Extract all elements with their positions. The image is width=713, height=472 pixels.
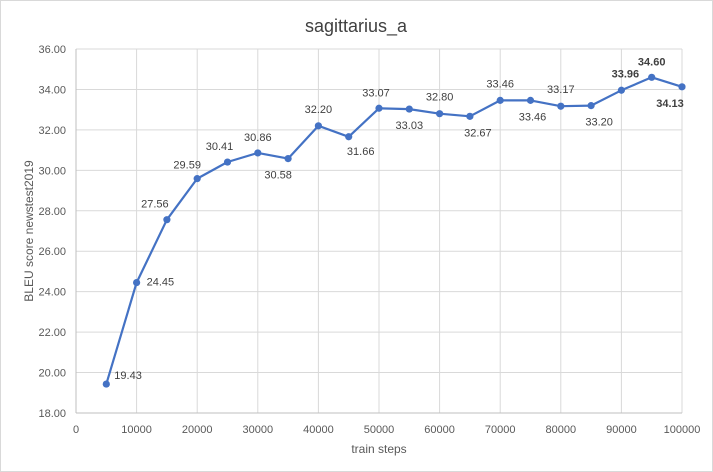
data-label: 33.20	[585, 117, 613, 129]
y-tick-label: 26.00	[38, 246, 66, 258]
data-point	[133, 278, 141, 287]
data-label: 33.17	[547, 84, 575, 96]
data-label: 30.86	[244, 132, 272, 144]
data-point	[284, 155, 292, 163]
data-point	[617, 86, 626, 94]
x-tick-label: 50000	[364, 424, 395, 436]
data-label: 24.45	[147, 277, 175, 289]
data-label: 34.13	[656, 98, 684, 110]
data-label: 27.56	[141, 199, 169, 211]
data-point	[648, 73, 656, 81]
y-tick-label: 24.00	[38, 287, 66, 299]
y-tick-label: 34.00	[38, 84, 66, 96]
x-tick-label: 20000	[182, 424, 213, 436]
y-tick-label: 32.00	[38, 125, 66, 137]
x-tick-label: 70000	[485, 424, 516, 436]
x-tick-label: 40000	[303, 424, 334, 436]
data-label: 32.80	[426, 92, 454, 104]
data-label: 32.20	[305, 104, 333, 116]
y-tick-label: 20.00	[38, 368, 66, 380]
chart-title: sagittarius_a	[305, 16, 408, 37]
x-axis-title: train steps	[351, 442, 406, 456]
x-tick-label: 100000	[664, 424, 701, 436]
series-bleu	[102, 73, 686, 388]
data-label: 33.46	[519, 111, 547, 123]
data-label: 31.66	[347, 146, 375, 158]
x-tick-label: 60000	[424, 424, 455, 436]
data-label: 30.41	[206, 141, 234, 153]
data-label: 32.67	[464, 127, 492, 139]
data-point	[557, 102, 565, 110]
y-tick-label: 22.00	[38, 327, 66, 339]
data-point	[496, 96, 504, 104]
data-label: 33.46	[486, 78, 514, 90]
axes	[75, 49, 682, 414]
data-point	[526, 96, 535, 104]
data-point	[102, 380, 110, 388]
x-tick-label: 0	[73, 424, 79, 436]
y-tick-label: 36.00	[38, 44, 66, 56]
data-point	[193, 175, 201, 183]
y-tick-label: 28.00	[38, 206, 66, 218]
y-tick-labels: 18.00 20.00 22.00 24.00 26.00 28.00 30.00 32.00…	[38, 44, 66, 420]
data-label: 29.59	[173, 160, 201, 172]
data-point	[223, 158, 232, 166]
data-point	[436, 110, 444, 118]
data-label: 33.96	[612, 68, 640, 80]
data-point	[163, 216, 171, 224]
data-point	[405, 105, 413, 113]
x-tick-label: 30000	[243, 424, 274, 436]
x-tick-label: 90000	[606, 424, 637, 436]
data-label: 19.43	[114, 370, 142, 382]
data-point	[587, 102, 595, 110]
y-tick-label: 18.00	[38, 408, 66, 420]
series-line	[105, 76, 683, 385]
data-point	[466, 112, 474, 120]
data-point	[345, 133, 353, 141]
data-label: 33.07	[362, 87, 390, 99]
data-point	[678, 83, 686, 91]
data-labels: 19.43 24.45 27.56 29.59 30.41 30.86 30.58 32.20…	[114, 56, 683, 382]
x-tick-label: 80000	[546, 424, 577, 436]
x-tick-labels: 0 10000 20000 30000 40000 50000 60000 70000 8000…	[73, 424, 700, 436]
gridlines	[76, 48, 683, 413]
x-tick-label: 10000	[121, 424, 152, 436]
data-label: 30.58	[264, 170, 292, 182]
data-point	[314, 122, 322, 130]
data-point	[254, 149, 262, 157]
data-label: 33.03	[396, 120, 424, 132]
data-point	[375, 104, 383, 112]
y-axis-title: BLEU score newstest2019	[22, 160, 36, 302]
data-label: 34.60	[638, 56, 666, 68]
y-tick-label: 30.00	[38, 165, 66, 177]
